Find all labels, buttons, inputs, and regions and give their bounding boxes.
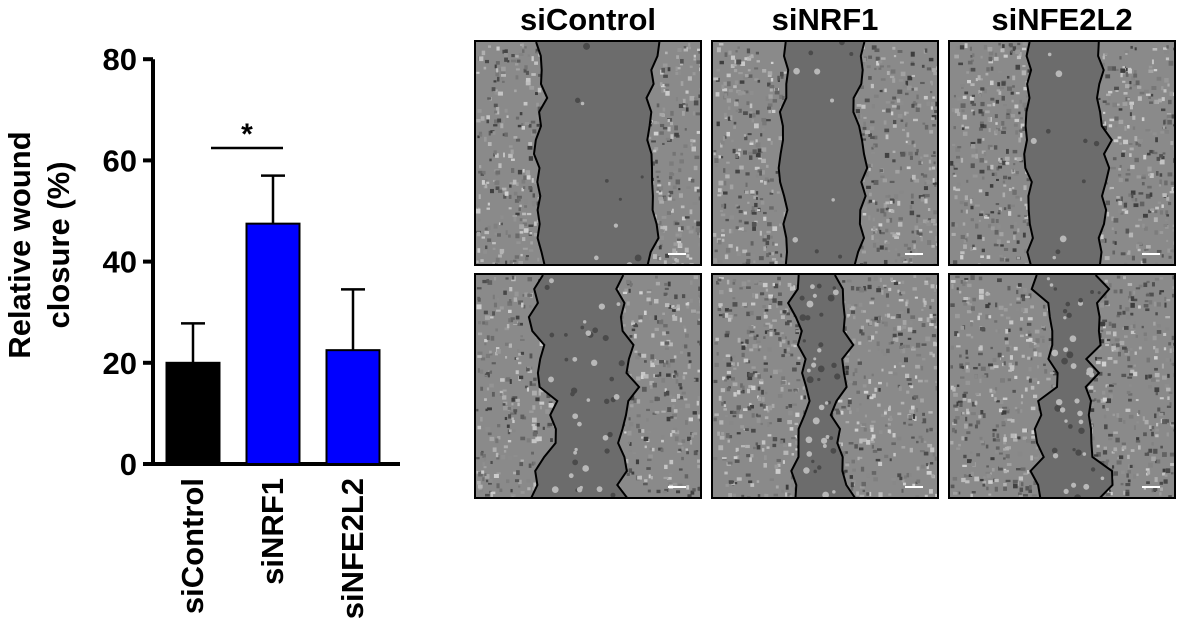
micrograph-sicontrol-bottom [474, 273, 702, 499]
x-tick-label-sinrf1: siNRF1 [255, 478, 290, 585]
micrograph-sinrf1-top [711, 40, 939, 266]
bar-sicontrol [165, 361, 221, 465]
micrograph-sicontrol-top [474, 40, 702, 266]
micrograph-sinfe2l2-bottom [948, 273, 1176, 499]
micrograph-image [713, 42, 937, 264]
y-tick-label: 40 [103, 245, 137, 280]
micrograph-image [950, 42, 1174, 264]
y-tick-label: 0 [120, 447, 137, 482]
micrograph-image [713, 275, 937, 497]
x-tick-label-sicontrol: siControl [175, 478, 210, 614]
micrograph-sinrf1-bottom [711, 273, 939, 499]
column-header-sicontrol: siControl [519, 2, 657, 37]
y-tick-label: 80 [103, 42, 137, 77]
micrograph-image [476, 42, 700, 264]
significance-label: * [241, 118, 253, 151]
bar-sinrf1 [245, 222, 301, 465]
micrograph-image [476, 275, 700, 497]
column-header-sinrf1: siNRF1 [771, 2, 879, 37]
x-tick-label-sinfe2l2: siNFE2L2 [335, 478, 370, 619]
column-header-sinfe2l2: siNFE2L2 [991, 2, 1133, 37]
micrograph-image [950, 275, 1174, 497]
y-axis-label-line-1: Relative wound [2, 131, 37, 358]
micrograph-sinfe2l2-top [948, 40, 1176, 266]
bar-chart: 0 20 40 60 80 Relative wound closure (%) siCont… [2, 42, 400, 619]
y-tick-label: 20 [103, 346, 137, 381]
bar-sinfe2l2 [325, 349, 381, 465]
y-axis-label-line-2: closure (%) [41, 161, 76, 328]
y-tick-label: 60 [103, 143, 137, 178]
